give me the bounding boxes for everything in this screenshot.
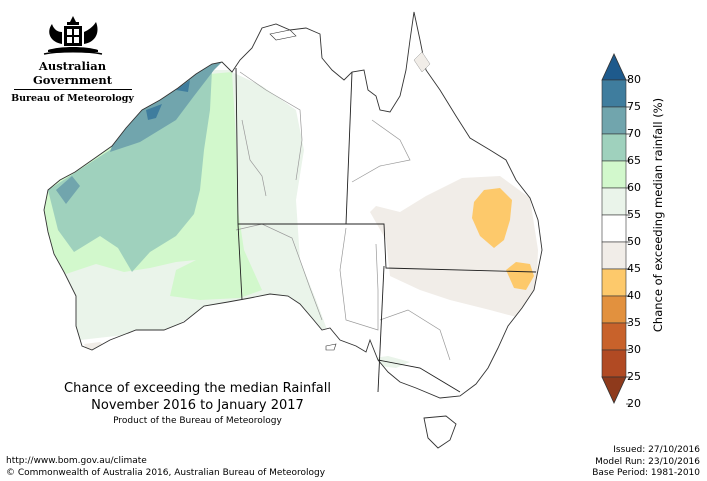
region-75-80 — [146, 80, 190, 120]
region-70-75-pilbara — [56, 176, 80, 204]
colorbar-band — [601, 133, 627, 162]
colorbar-title: Chance of exceeding median rainfall (%) — [651, 97, 665, 333]
colorbar-tick-label: 60 — [627, 181, 641, 194]
map-product-note: Product of the Bureau of Meteorology — [113, 416, 282, 426]
colorbar-tick-label: 45 — [627, 262, 641, 275]
colorbar-band — [601, 79, 627, 108]
coastline — [43, 11, 543, 399]
sa-nsw-border — [377, 265, 385, 393]
colorbar-tick-label: 55 — [627, 208, 641, 221]
region-35-40-queensland — [472, 188, 512, 248]
colorbar-tick-label: 80 — [627, 73, 641, 86]
colorbar-band — [601, 106, 627, 135]
colorbar-band — [601, 349, 627, 378]
colorbar-band — [601, 268, 627, 297]
sa-qld-border — [346, 223, 537, 273]
region-50-55-central — [232, 72, 328, 332]
colorbar-band — [601, 214, 627, 243]
nsw-vic-border — [377, 359, 461, 393]
colorbar — [601, 53, 630, 405]
government-name: Australian Government — [32, 59, 113, 87]
agency-name: Bureau of Meteorology — [11, 93, 134, 104]
cape-york-40-45 — [413, 51, 431, 73]
colorbar-band — [601, 322, 627, 351]
map-period: November 2016 to January 2017 — [91, 398, 304, 413]
colorbar-band — [601, 295, 627, 324]
colorbar-tick-label: 30 — [627, 343, 641, 356]
tasmania — [423, 415, 457, 449]
bom-logo: Australian Government Bureau of Meteorol… — [10, 14, 135, 104]
coat-of-arms-icon — [43, 16, 102, 55]
colorbar-tick-label: 75 — [627, 100, 641, 113]
footer-copyright: © Commonwealth of Australia 2016, Austra… — [6, 468, 326, 478]
colorbar-band — [601, 241, 627, 270]
region-40-45-southwest — [84, 342, 110, 356]
base-period: Base Period: 1981-2010 — [592, 468, 700, 478]
colorbar-band — [601, 160, 627, 189]
colorbar-top-arrow — [601, 53, 627, 81]
logo-divider — [13, 89, 132, 90]
colorbar-tick-label: 35 — [627, 316, 641, 329]
colorbar-bottom-arrow — [601, 376, 627, 404]
colorbar-tick-label: 70 — [627, 127, 641, 140]
map-title: Chance of exceeding the median Rainfall — [64, 381, 331, 396]
region-35-40-nsw — [506, 262, 534, 290]
colorbar-tick-label: 65 — [627, 154, 641, 167]
model-run-date: Model Run: 23/10/2016 — [595, 457, 700, 467]
melville-island — [269, 29, 297, 41]
colorbar-tick-label: 40 — [627, 289, 641, 302]
kangaroo-island — [325, 343, 337, 351]
region-70-75-kimberley — [110, 62, 222, 152]
colorbar-band — [601, 187, 627, 216]
issued-date: Issued: 27/10/2016 — [613, 445, 700, 455]
colorbar-tick-label: 25 — [627, 370, 641, 383]
footer-url[interactable]: http://www.bom.gov.au/climate — [6, 456, 147, 466]
colorbar-tick-label: 20 — [627, 397, 641, 410]
colorbar-tick-label: 50 — [627, 235, 641, 248]
